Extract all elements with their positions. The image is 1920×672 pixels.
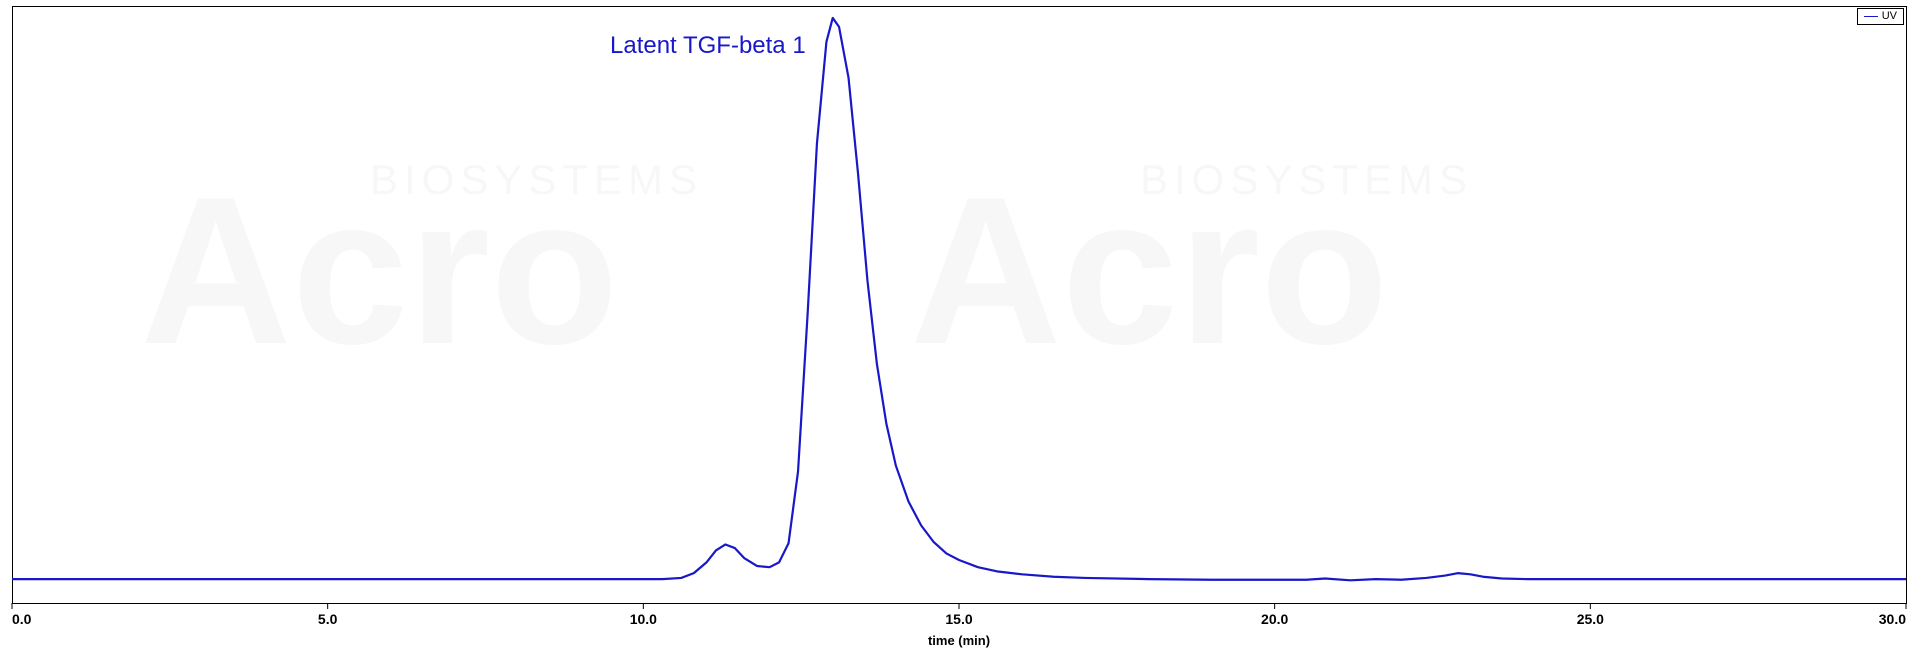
x-tick-label: 25.0 [1577,611,1604,627]
x-axis-label: time (min) [928,633,990,648]
legend-line-icon [1864,16,1878,17]
chart-svg [0,0,1920,672]
legend: UV [1857,8,1904,25]
uv-trace [12,18,1906,580]
x-tick-label: 15.0 [945,611,972,627]
peak-label: Latent TGF-beta 1 [610,32,806,60]
x-tick-label: 20.0 [1261,611,1288,627]
x-tick-label: 30.0 [1879,611,1906,627]
plot-border [13,7,1907,604]
x-tick-label: 10.0 [630,611,657,627]
x-tick-label: 5.0 [318,611,337,627]
x-tick-label: 0.0 [12,611,31,627]
chart-container: BIOSYSTEMS BIOSYSTEMS Acro Acro Latent T… [0,0,1920,672]
legend-text: UV [1882,10,1897,22]
